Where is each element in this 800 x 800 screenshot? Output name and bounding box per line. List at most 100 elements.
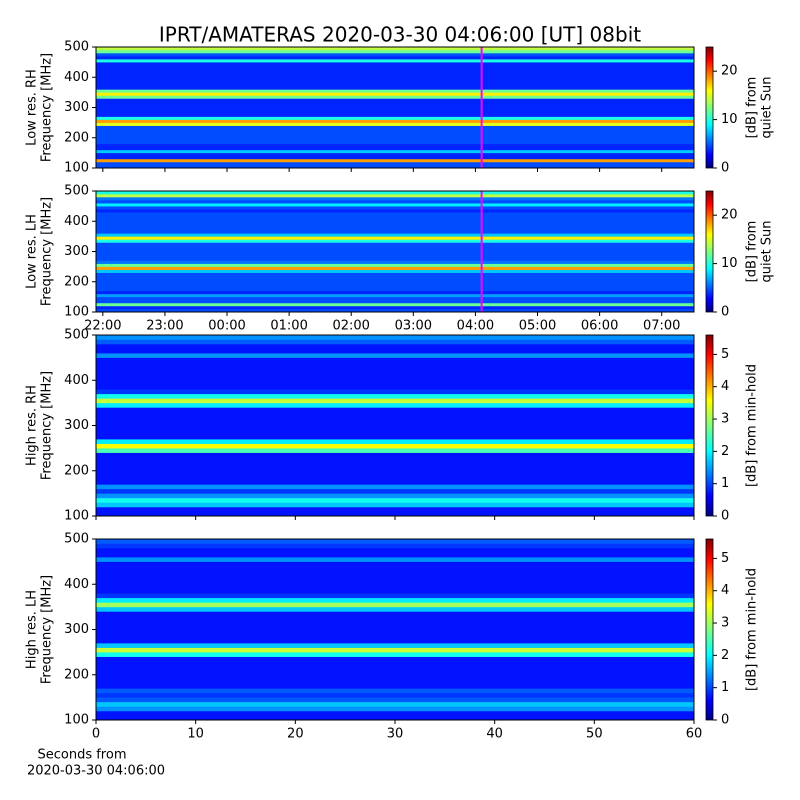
y-tick-label: 300 bbox=[64, 622, 89, 637]
colorbar-tick-label: 10 bbox=[721, 256, 738, 271]
spectrum-band bbox=[96, 620, 694, 626]
spectrum-band bbox=[96, 224, 694, 228]
colorbar-tick-label: 5 bbox=[721, 551, 729, 566]
x-tick-label: 00:00 bbox=[208, 319, 245, 334]
spectrum-band bbox=[96, 287, 694, 292]
spectrum-band bbox=[96, 272, 694, 276]
spectrum-band bbox=[96, 47, 694, 51]
spectrum-band bbox=[96, 566, 694, 571]
spectrum-band bbox=[96, 461, 694, 467]
spectrum-band bbox=[96, 411, 694, 417]
spectrum-band bbox=[96, 484, 694, 490]
spectrum-band bbox=[96, 68, 694, 72]
spectrum-band bbox=[96, 380, 694, 386]
spectrum-band bbox=[96, 260, 694, 264]
spectrum-band bbox=[96, 146, 694, 151]
spectrum-band bbox=[96, 200, 694, 204]
spectrum-band bbox=[96, 548, 694, 553]
spectrum-band bbox=[96, 502, 694, 508]
spectrum-band bbox=[96, 606, 694, 612]
spectrum-band bbox=[96, 212, 694, 216]
spectrum-band bbox=[96, 597, 694, 603]
x-tick-label: 04:00 bbox=[457, 319, 494, 334]
spectrum-band bbox=[96, 290, 694, 295]
y-tick-label: 200 bbox=[64, 667, 89, 682]
colorbar bbox=[705, 190, 714, 313]
spectrum-band bbox=[96, 131, 694, 136]
y-axis-label: Low res. LH bbox=[25, 214, 40, 289]
spectrum-band bbox=[96, 506, 694, 512]
spectrum-band bbox=[96, 701, 694, 707]
y-tick-label: 400 bbox=[64, 214, 89, 229]
spectrum-band bbox=[96, 335, 694, 340]
spectrum-band bbox=[96, 493, 694, 499]
spectrum-band bbox=[96, 511, 694, 517]
spectrum-band bbox=[96, 710, 694, 716]
spectrum-band bbox=[96, 74, 694, 78]
spectrum-band bbox=[96, 389, 694, 395]
spectrum-band bbox=[96, 101, 694, 105]
spectrum-band bbox=[96, 692, 694, 698]
spectrum-band bbox=[96, 602, 694, 608]
spectrum-band bbox=[96, 215, 694, 219]
spectrum-band bbox=[96, 251, 694, 255]
spectrum-band bbox=[96, 407, 694, 413]
y-tick-label: 100 bbox=[64, 713, 89, 728]
spectrum-band bbox=[96, 98, 694, 102]
y-axis-label: Low res. RH bbox=[25, 69, 40, 146]
spectrum-band bbox=[96, 470, 694, 476]
colorbar-label: quiet Sun bbox=[760, 220, 775, 282]
y-tick-label: 300 bbox=[64, 418, 89, 433]
spectrum-band bbox=[96, 308, 694, 313]
spectrum-band bbox=[96, 125, 694, 129]
y-tick-label: 300 bbox=[64, 244, 89, 259]
spectrum-band bbox=[96, 197, 694, 201]
x-tick-label: 03:00 bbox=[395, 319, 432, 334]
spectrum-band bbox=[96, 299, 694, 304]
spectrum-band bbox=[96, 656, 694, 662]
spectrum-band bbox=[96, 448, 694, 453]
spectrum-band bbox=[96, 697, 694, 703]
spectrum-band bbox=[96, 266, 694, 270]
spectrum-band bbox=[96, 218, 694, 222]
y-axis-label: High res. LH bbox=[25, 590, 40, 669]
y-tick-label: 200 bbox=[64, 130, 89, 145]
y-tick-label: 100 bbox=[64, 161, 89, 176]
spectrum-band bbox=[96, 155, 694, 160]
spectrum-band bbox=[96, 420, 694, 426]
x-tick-label: 23:00 bbox=[146, 319, 183, 334]
y-tick-label: 500 bbox=[64, 532, 89, 547]
spectrum-band bbox=[96, 416, 694, 422]
colorbar bbox=[705, 334, 714, 517]
spectrum-band bbox=[96, 206, 694, 210]
colorbar-tick-label: 0 bbox=[721, 305, 729, 320]
spectrum-band bbox=[96, 254, 694, 258]
colorbar-label: [dB] from bbox=[745, 221, 760, 283]
spectrum-band bbox=[96, 296, 694, 301]
spectrum-band bbox=[96, 665, 694, 671]
colorbar bbox=[705, 46, 714, 169]
spectrum-band bbox=[96, 457, 694, 462]
spectrum-band bbox=[96, 152, 694, 157]
y-tick-label: 100 bbox=[64, 509, 89, 524]
spectrum-band bbox=[96, 263, 694, 267]
spectrum-band bbox=[96, 293, 694, 298]
y-tick-label: 500 bbox=[64, 184, 89, 199]
spectrum-band bbox=[96, 284, 694, 289]
spectrum-band bbox=[96, 475, 694, 481]
colorbar-label: [dB] from min-hold bbox=[745, 568, 760, 691]
colorbar-tick-label: 10 bbox=[721, 112, 738, 127]
colorbar-tick-label: 3 bbox=[721, 412, 729, 427]
spectrum-band bbox=[96, 140, 694, 145]
spectrum-band bbox=[96, 353, 694, 358]
spectrum-band bbox=[96, 679, 694, 685]
y-axis-label: Frequency [MHz] bbox=[40, 575, 55, 684]
spectrum-band bbox=[96, 209, 694, 213]
colorbar-tick-label: 0 bbox=[721, 161, 729, 176]
x-tick-label: 50 bbox=[586, 727, 603, 742]
y-tick-label: 500 bbox=[64, 328, 89, 343]
y-tick-label: 400 bbox=[64, 373, 89, 388]
spectrum-band bbox=[96, 647, 694, 653]
spectrum-band bbox=[96, 56, 694, 60]
spectrum-band bbox=[96, 239, 694, 243]
